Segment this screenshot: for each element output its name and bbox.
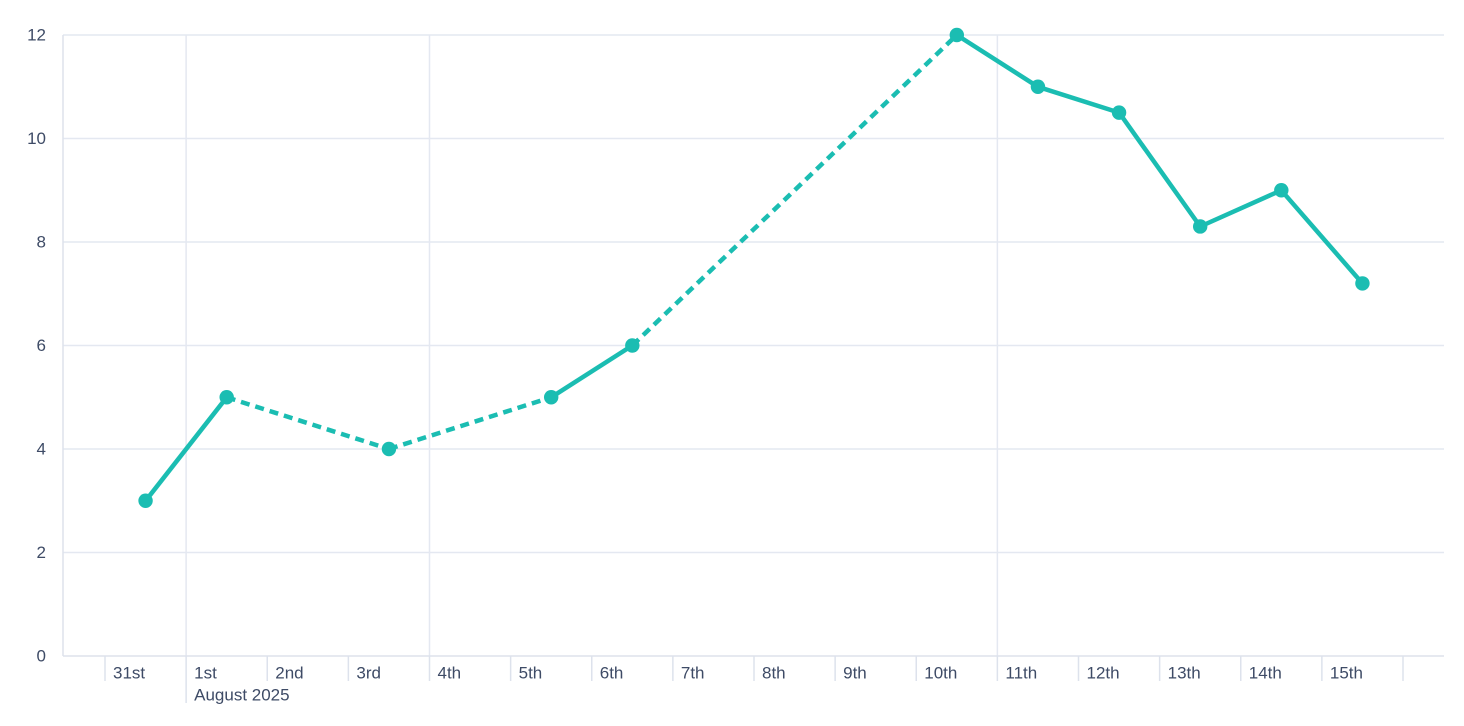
y-tick-label: 4 (37, 440, 46, 459)
data-point[interactable] (1274, 183, 1289, 198)
data-point[interactable] (949, 27, 965, 43)
data-point[interactable] (1030, 79, 1046, 94)
y-tick-label: 6 (37, 336, 46, 355)
x-tick-label: 15th (1330, 664, 1363, 683)
y-tick-label: 8 (37, 233, 46, 252)
x-tick-label: 13th (1168, 664, 1201, 683)
data-point[interactable] (138, 493, 153, 508)
series-line-dashed (226, 395, 390, 452)
x-tick-label: 6th (600, 664, 624, 683)
series-line-solid (955, 33, 1365, 285)
x-tick-label: 4th (438, 664, 462, 683)
x-tick-label: 3rd (356, 664, 381, 683)
x-tick-label: 14th (1249, 664, 1282, 683)
series-line-solid (143, 395, 229, 503)
series-line-dashed (630, 33, 959, 348)
x-tick-label: 11th (1005, 664, 1037, 683)
x-tick-label: 12th (1087, 664, 1120, 683)
x-tick-label: 7th (681, 664, 705, 683)
x-tick-label: 5th (519, 664, 543, 683)
x-tick-label: 31st (113, 664, 145, 683)
y-tick-label: 12 (27, 26, 46, 45)
series-line-solid (549, 343, 634, 400)
x-tick-label: 8th (762, 664, 786, 683)
y-tick-label: 2 (37, 543, 46, 562)
data-point[interactable] (1111, 105, 1127, 120)
y-tick-label: 0 (37, 647, 46, 666)
data-point[interactable] (1192, 219, 1208, 234)
data-point[interactable] (219, 390, 234, 405)
x-tick-label: 1st (194, 664, 217, 683)
data-point[interactable] (1355, 276, 1370, 291)
x-tick-label: 2nd (275, 664, 303, 683)
data-point[interactable] (625, 338, 640, 353)
x-tick-label: 9th (843, 664, 867, 683)
series-line-dashed (388, 395, 552, 452)
data-point[interactable] (543, 390, 559, 405)
x-axis-month-label: August 2025 (194, 686, 289, 705)
data-point[interactable] (381, 441, 397, 457)
y-tick-label: 10 (27, 129, 46, 148)
x-tick-label: 10th (924, 664, 957, 683)
